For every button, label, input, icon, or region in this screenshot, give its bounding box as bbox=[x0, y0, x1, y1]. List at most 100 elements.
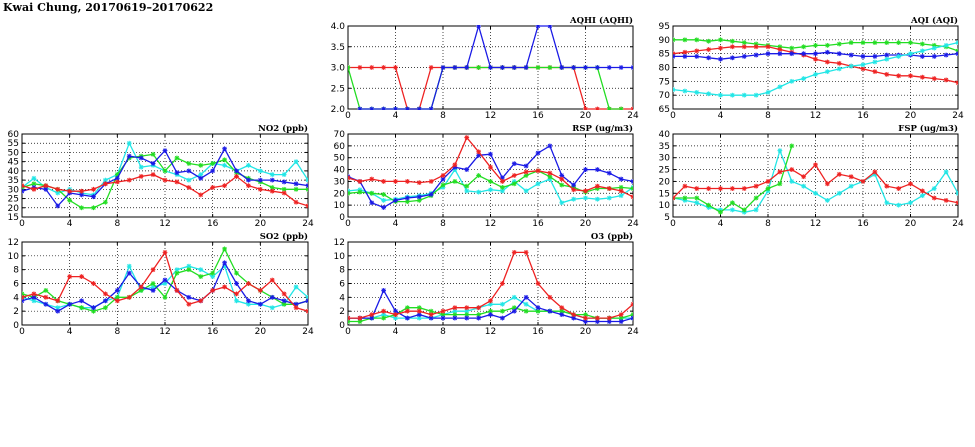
so2-point bbox=[186, 267, 192, 273]
o3-point bbox=[523, 301, 529, 307]
fsp-point-stroke bbox=[813, 162, 818, 167]
no2-point-stroke bbox=[305, 184, 308, 188]
fsp-point-stroke bbox=[694, 195, 699, 201]
so2-point-stroke bbox=[198, 267, 203, 272]
so2-point-stroke bbox=[270, 295, 275, 300]
o3-point-stroke bbox=[393, 315, 398, 321]
no2-point-stroke bbox=[139, 155, 144, 161]
aqi-point bbox=[801, 44, 807, 50]
no2-point-stroke bbox=[234, 174, 239, 179]
o3-point-stroke bbox=[348, 315, 351, 319]
o3-point-stroke bbox=[500, 315, 505, 321]
aqi-point-stroke bbox=[872, 69, 878, 74]
fsp-point-stroke bbox=[825, 198, 830, 203]
rsp-point bbox=[464, 167, 470, 172]
no2-point-stroke bbox=[293, 187, 299, 192]
aqi-title: AQI (AQI) bbox=[910, 15, 958, 26]
no2-point-stroke bbox=[31, 181, 37, 186]
so2-xtick-label: 24 bbox=[302, 327, 314, 337]
rsp-point-stroke bbox=[559, 173, 564, 178]
so2-point bbox=[150, 288, 156, 293]
so2-point bbox=[150, 267, 156, 273]
fsp-point bbox=[931, 195, 937, 201]
aqi-point bbox=[706, 55, 712, 61]
aqi-point-stroke bbox=[908, 40, 913, 45]
no2-point-stroke bbox=[174, 170, 180, 175]
rsp-point bbox=[630, 179, 633, 184]
fsp-point-stroke bbox=[682, 184, 688, 189]
rsp-ytick-label: 30 bbox=[334, 177, 346, 187]
so2-point-stroke bbox=[174, 288, 180, 293]
o3-point-stroke bbox=[464, 315, 469, 321]
rsp-point bbox=[583, 195, 588, 201]
no2-xtick-label: 8 bbox=[114, 219, 120, 229]
rsp-point bbox=[606, 195, 612, 201]
fsp-point-stroke bbox=[706, 186, 711, 191]
aqi-point bbox=[813, 42, 818, 48]
so2-xtick-label: 0 bbox=[19, 327, 25, 337]
no2-point bbox=[269, 185, 275, 190]
fsp-point bbox=[777, 148, 783, 153]
aqi-xtick-label: 8 bbox=[765, 111, 771, 121]
rsp-point-stroke bbox=[393, 198, 398, 203]
aqhi-point bbox=[618, 65, 624, 70]
aqhi-point-stroke bbox=[618, 65, 624, 70]
o3-point bbox=[499, 281, 505, 286]
no2-point-stroke bbox=[305, 177, 308, 181]
aqi-point bbox=[908, 40, 913, 45]
aqi-point bbox=[789, 51, 795, 57]
aqi-point-stroke bbox=[896, 54, 901, 59]
fsp-point-stroke bbox=[765, 186, 771, 191]
so2-point bbox=[103, 291, 108, 297]
rsp-point-stroke bbox=[476, 173, 481, 178]
so2-point-stroke bbox=[43, 295, 48, 300]
fsp-point bbox=[801, 174, 807, 180]
aqi-point bbox=[896, 40, 902, 45]
aqhi-point-stroke bbox=[393, 106, 398, 110]
so2-point bbox=[55, 298, 61, 304]
no2-point bbox=[293, 159, 299, 165]
rsp-point bbox=[476, 149, 482, 155]
no2-point bbox=[305, 186, 308, 192]
aqi-point-stroke bbox=[955, 40, 958, 44]
no2-point bbox=[67, 198, 73, 203]
rsp-point bbox=[464, 188, 470, 194]
aqi-point-stroke bbox=[955, 41, 958, 45]
fsp-point-stroke bbox=[730, 200, 735, 205]
aqi-point bbox=[919, 74, 925, 80]
so2-point-stroke bbox=[55, 298, 60, 303]
no2-point-stroke bbox=[222, 146, 227, 151]
no2-point-stroke bbox=[174, 155, 180, 161]
so2-point bbox=[257, 301, 263, 307]
o3-point bbox=[369, 312, 375, 318]
o3-point bbox=[511, 308, 517, 314]
so2-point-stroke bbox=[31, 298, 37, 303]
o3-point bbox=[618, 312, 624, 318]
o3-point bbox=[559, 308, 565, 314]
rsp-point-stroke bbox=[417, 194, 422, 199]
no2-ytick-label: 45 bbox=[8, 158, 19, 168]
so2-point-stroke bbox=[127, 270, 132, 276]
o3-point bbox=[523, 308, 529, 314]
rsp-point bbox=[499, 179, 505, 184]
so2-point-stroke bbox=[282, 298, 287, 303]
aqi-point-stroke bbox=[920, 75, 925, 80]
no2-point-stroke bbox=[222, 183, 227, 188]
so2-point bbox=[91, 305, 96, 311]
aqhi-point bbox=[393, 106, 398, 110]
aqhi-point bbox=[594, 65, 600, 70]
aqhi-point-stroke bbox=[547, 25, 552, 29]
o3-point-stroke bbox=[607, 315, 612, 321]
aqi-point bbox=[729, 55, 735, 61]
rsp-point bbox=[440, 182, 446, 188]
no2-ytick-label: 55 bbox=[8, 139, 19, 149]
o3-point-stroke bbox=[428, 315, 434, 321]
o3-point bbox=[535, 281, 541, 286]
rsp-point-stroke bbox=[559, 200, 564, 205]
aqhi-point bbox=[583, 106, 588, 110]
aqi-point-stroke bbox=[706, 39, 711, 44]
so2-point-stroke bbox=[282, 302, 287, 307]
o3-point-stroke bbox=[417, 309, 422, 314]
o3-point-stroke bbox=[547, 295, 553, 300]
